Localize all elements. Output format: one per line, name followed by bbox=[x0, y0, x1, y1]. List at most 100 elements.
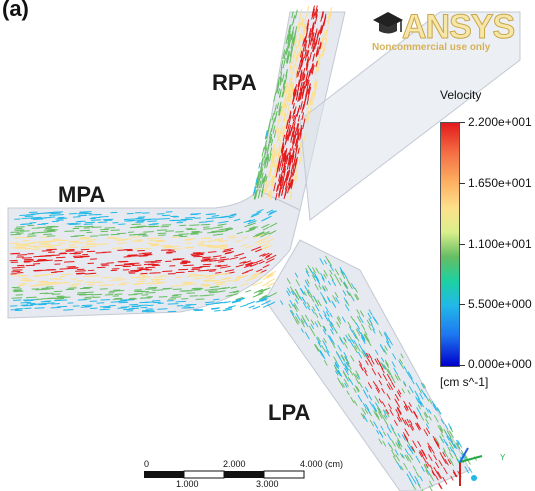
velocity-vector bbox=[314, 14, 318, 25]
velocity-vector bbox=[356, 386, 360, 392]
velocity-vector bbox=[258, 295, 268, 300]
velocity-vector bbox=[325, 311, 330, 317]
velocity-vector bbox=[290, 163, 294, 174]
velocity-vector bbox=[357, 374, 361, 380]
velocity-vector bbox=[277, 180, 281, 191]
velocity-vector bbox=[298, 60, 302, 70]
velocity-vector bbox=[238, 252, 245, 256]
velocity-vector bbox=[378, 330, 383, 337]
velocity-vector bbox=[273, 159, 277, 169]
velocity-vector bbox=[250, 263, 259, 267]
velocity-vector bbox=[336, 317, 342, 325]
velocity-vector bbox=[295, 70, 299, 78]
velocity-vector bbox=[293, 174, 296, 181]
velocity-vector bbox=[382, 409, 386, 415]
velocity-vector bbox=[448, 423, 453, 430]
rpa-label: RPA bbox=[212, 70, 257, 95]
velocity-vector bbox=[324, 314, 329, 322]
velocity-vector bbox=[258, 288, 267, 293]
velocity-vector bbox=[312, 53, 315, 62]
velocity-vector bbox=[425, 418, 429, 425]
velocity-vector bbox=[291, 31, 294, 41]
velocity-vector bbox=[290, 38, 294, 49]
velocity-vector bbox=[312, 8, 315, 17]
velocity-vector bbox=[313, 38, 316, 45]
velocity-vector bbox=[324, 360, 328, 366]
velocity-vector bbox=[278, 161, 282, 173]
velocity-vector bbox=[404, 448, 409, 455]
velocity-vector bbox=[360, 365, 364, 371]
velocity-vector bbox=[294, 57, 298, 68]
velocity-vector bbox=[279, 145, 282, 155]
velocity-vector bbox=[253, 233, 264, 239]
velocity-vector bbox=[428, 448, 432, 453]
velocity-vector bbox=[288, 41, 291, 49]
velocity-vector bbox=[261, 172, 264, 180]
velocity-vector bbox=[382, 440, 387, 447]
legend-tickmark bbox=[459, 122, 465, 123]
velocity-vector bbox=[239, 256, 247, 260]
lpa-label: LPA bbox=[268, 400, 311, 425]
velocity-vector bbox=[444, 424, 449, 430]
velocity-vector bbox=[388, 382, 394, 390]
velocity-vector bbox=[303, 74, 306, 81]
velocity-vector bbox=[288, 33, 292, 44]
velocity-vector bbox=[303, 291, 307, 296]
velocity-vector bbox=[439, 427, 444, 433]
velocity-vector bbox=[289, 127, 293, 137]
velocity-vector bbox=[431, 471, 435, 476]
velocity-vector bbox=[278, 101, 282, 113]
velocity-vector bbox=[299, 66, 302, 73]
velocity-vector bbox=[321, 41, 325, 49]
velocity-vector bbox=[387, 342, 391, 349]
velocity-vector bbox=[374, 319, 379, 325]
velocity-vector bbox=[264, 182, 267, 192]
velocity-vector bbox=[298, 295, 303, 301]
velocity-vector bbox=[230, 286, 237, 289]
velocity-vector bbox=[397, 414, 403, 422]
legend-tick-label: 5.500e+000 bbox=[468, 297, 532, 311]
velocity-vector bbox=[415, 455, 421, 464]
velocity-vector bbox=[349, 292, 353, 299]
velocity-vector bbox=[397, 439, 403, 448]
velocity-vector bbox=[299, 87, 303, 94]
velocity-vector bbox=[258, 162, 261, 169]
velocity-vector bbox=[299, 127, 303, 136]
velocity-vector bbox=[297, 79, 300, 88]
velocity-vector bbox=[252, 185, 256, 196]
velocity-vector bbox=[383, 348, 388, 355]
velocity-vector bbox=[369, 401, 374, 408]
velocity-vector bbox=[247, 220, 257, 225]
velocity-vector bbox=[384, 409, 390, 418]
velocity-vector bbox=[301, 296, 306, 303]
velocity-vector bbox=[312, 306, 316, 312]
velocity-vector bbox=[417, 404, 421, 410]
scale-label: 3.000 bbox=[256, 479, 279, 489]
velocity-vector bbox=[429, 480, 433, 487]
velocity-vector bbox=[314, 283, 319, 291]
velocity-vector bbox=[352, 329, 356, 336]
velocity-vector bbox=[294, 169, 298, 180]
velocity-vector bbox=[357, 327, 362, 335]
velocity-vector bbox=[325, 347, 330, 354]
velocity-vector bbox=[283, 97, 287, 107]
velocity-vector bbox=[297, 92, 301, 103]
velocity-vector bbox=[294, 272, 299, 278]
velocity-vector bbox=[334, 363, 338, 369]
velocity-vector bbox=[206, 220, 214, 223]
velocity-vector bbox=[339, 358, 345, 366]
velocity-vector bbox=[297, 134, 300, 141]
velocity-vector bbox=[368, 359, 373, 367]
velocity-vector bbox=[440, 418, 445, 425]
velocity-vector bbox=[347, 333, 353, 341]
velocity-vector bbox=[383, 414, 387, 420]
velocity-vector bbox=[214, 309, 221, 312]
velocity-vector bbox=[267, 210, 277, 216]
velocity-vector bbox=[228, 293, 239, 297]
scale-label: 1.000 bbox=[176, 479, 199, 489]
velocity-vector bbox=[371, 368, 377, 376]
velocity-vector bbox=[312, 42, 316, 53]
velocity-vector bbox=[250, 273, 260, 278]
velocity-vector bbox=[287, 131, 291, 142]
velocity-vector bbox=[314, 5, 318, 16]
